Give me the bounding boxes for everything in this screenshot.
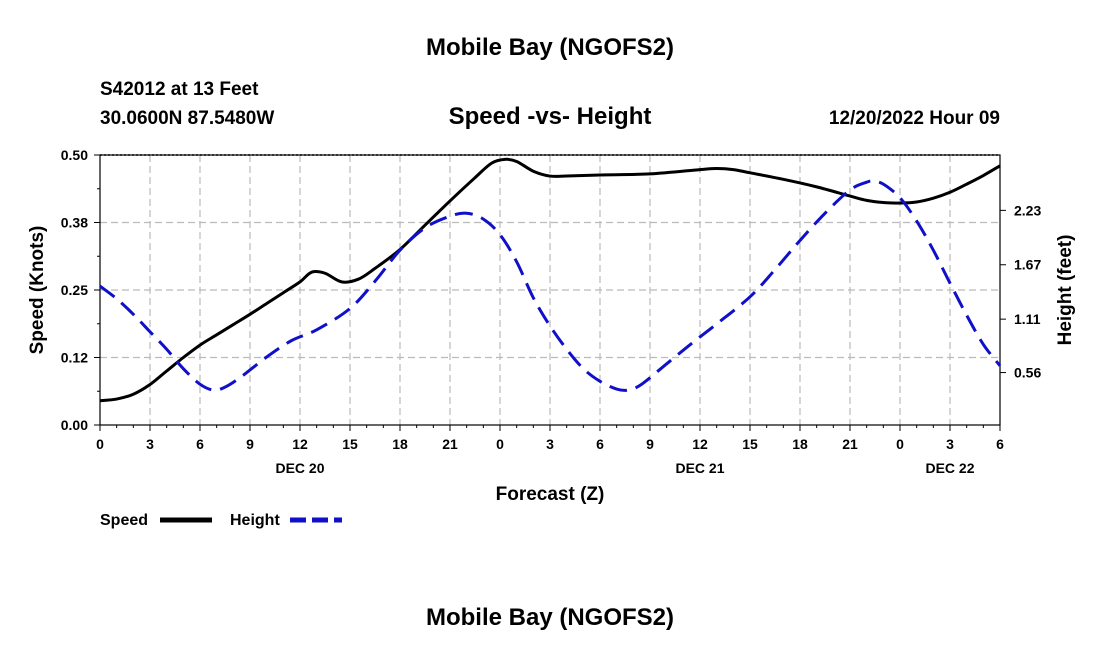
legend-speed-label: Speed [100, 512, 148, 529]
forecast-timestamp: 12/20/2022 Hour 09 [829, 108, 1000, 129]
y2-tick-label: 2.23 [1014, 202, 1041, 218]
x-tick-label: 6 [596, 436, 604, 452]
station-label: S42012 at 13 Feet [100, 79, 259, 100]
footer-title: Mobile Bay (NGOFS2) [426, 604, 674, 631]
x-tick-label: 3 [946, 436, 954, 452]
y-tick-label: 0.12 [61, 350, 88, 366]
x-tick-label: 12 [692, 436, 708, 452]
y2-tick-label: 0.56 [1014, 365, 1041, 381]
chart-title: Mobile Bay (NGOFS2) [426, 34, 674, 61]
grid-lines [100, 155, 1000, 425]
y-tick-label: 0.50 [61, 147, 88, 163]
y2-tick-label: 1.11 [1014, 311, 1041, 327]
date-label: DEC 22 [925, 460, 974, 476]
x-tick-label: 6 [196, 436, 204, 452]
x-tick-label: 0 [96, 436, 104, 452]
height-series-line [99, 179, 1002, 392]
x-tick-label: 18 [392, 436, 408, 452]
x-tick-label: 21 [842, 436, 858, 452]
x-tick-label: 21 [442, 436, 458, 452]
x-tick-label: 9 [646, 436, 654, 452]
legend-height-label: Height [230, 512, 280, 529]
x-tick-label: 0 [496, 436, 504, 452]
date-label: DEC 20 [275, 460, 324, 476]
y-axis-label: Speed (Knots) [27, 226, 48, 355]
x-tick-label: 3 [546, 436, 554, 452]
y-tick-label: 0.38 [61, 215, 88, 231]
x-axis-label: Forecast (Z) [496, 484, 605, 505]
y-tick-label: 0.25 [61, 282, 88, 298]
x-tick-label: 6 [996, 436, 1004, 452]
x-tick-label: 15 [742, 436, 758, 452]
station-coordinates: 30.0600N 87.5480W [100, 108, 274, 129]
y-tick-label: 0.00 [61, 417, 88, 433]
speed-series-line [99, 157, 1001, 403]
legend: Speed Height [100, 512, 342, 529]
axis-ticks: 0 3 6 9 12 15 18 21 0 3 6 9 12 15 18 21 0 3 6 0.00 0.12 0.25 0… [61, 147, 1042, 476]
x-tick-label: 15 [342, 436, 358, 452]
y2-axis-label: Height (feet) [1055, 235, 1076, 346]
x-tick-label: 3 [146, 436, 154, 452]
date-label: DEC 21 [675, 460, 724, 476]
y2-tick-label: 1.67 [1014, 257, 1041, 273]
chart-subtitle: Speed -vs- Height [449, 103, 652, 130]
x-tick-label: 0 [896, 436, 904, 452]
x-tick-label: 12 [292, 436, 308, 452]
series-lines [99, 157, 1002, 403]
x-tick-label: 18 [792, 436, 808, 452]
x-tick-label: 9 [246, 436, 254, 452]
